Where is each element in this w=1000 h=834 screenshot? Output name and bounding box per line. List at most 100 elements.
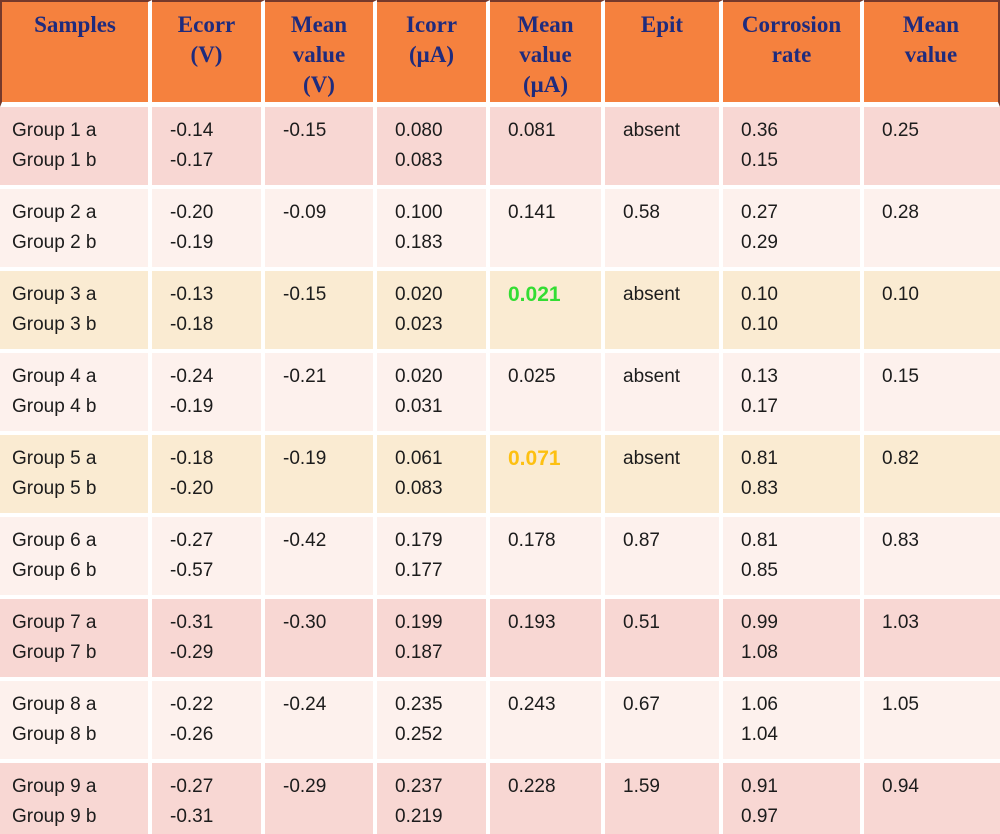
cell-line: 0.179 — [395, 530, 443, 551]
table-row: Group 6 a Group 6 b -0.27 -0.57 -0.42 0.179 0.… — [0, 517, 1000, 599]
cell-line: Group 7 b — [12, 642, 97, 663]
column-header: Mean value (μA) — [490, 0, 605, 107]
header-row: Samples Ecorr (V) Mean value (V) Icorr (μA) Mean… — [0, 0, 1000, 107]
value-cell: 0.071 — [490, 435, 605, 517]
value-cell: 0.81 0.83 — [723, 435, 864, 517]
cell-line: -0.15 — [283, 284, 327, 305]
column-header-line: Ecorr — [177, 12, 236, 37]
sample-cell: Group 8 a Group 8 b — [0, 681, 152, 763]
value-cell: -0.15 — [265, 107, 377, 189]
column-header-line: Mean — [902, 12, 960, 37]
column-header-line: Mean — [517, 12, 574, 37]
cell-line: Group 6 b — [12, 560, 97, 581]
value-cell: -0.13 -0.18 — [152, 271, 265, 353]
cell-line: -0.19 — [170, 396, 214, 417]
value-cell: 1.05 — [864, 681, 1000, 763]
cell-line: 0.83 — [882, 530, 919, 551]
cell-line: 0.28 — [882, 202, 919, 223]
cell-line: absent — [623, 284, 681, 305]
column-header-line: rate — [771, 42, 812, 67]
cell-line: 0.141 — [508, 202, 556, 223]
cell-line: 0.080 — [395, 120, 443, 141]
value-cell: 0.28 — [864, 189, 1000, 271]
cell-line: 0.67 — [623, 694, 660, 715]
cell-line: 0.025 — [508, 366, 556, 387]
value-cell: 0.179 0.177 — [377, 517, 490, 599]
cell-line: 0.219 — [395, 806, 443, 827]
value-cell: 0.25 — [864, 107, 1000, 189]
cell-line: 0.252 — [395, 724, 443, 745]
value-cell: -0.31 -0.29 — [152, 599, 265, 681]
column-header-line: (μA) — [409, 42, 454, 67]
cell-line: 0.183 — [395, 232, 443, 253]
column-header: Ecorr (V) — [152, 0, 265, 107]
cell-line: -0.24 — [170, 366, 214, 387]
sample-cell: Group 7 a Group 7 b — [0, 599, 152, 681]
cell-line: Group 2 b — [12, 232, 97, 253]
column-header-line: Icorr — [405, 12, 458, 37]
cell-line: Group 9 b — [12, 806, 97, 827]
cell-line: -0.42 — [283, 530, 327, 551]
sample-cell: Group 5 a Group 5 b — [0, 435, 152, 517]
cell-line: -0.29 — [283, 776, 327, 797]
value-cell: 0.081 — [490, 107, 605, 189]
cell-line: 0.021 — [508, 283, 561, 306]
value-cell: -0.24 — [265, 681, 377, 763]
cell-line: Group 4 b — [12, 396, 97, 417]
cell-line: 0.10 — [882, 284, 919, 305]
cell-line: 0.081 — [508, 120, 556, 141]
cell-line: Group 8 a — [12, 694, 97, 715]
cell-line: -0.20 — [170, 478, 214, 499]
cell-line: 1.05 — [882, 694, 919, 715]
cell-line: -0.30 — [283, 612, 327, 633]
value-cell: 0.99 1.08 — [723, 599, 864, 681]
cell-line: 0.031 — [395, 396, 443, 417]
value-cell: 0.27 0.29 — [723, 189, 864, 271]
value-cell: 1.03 — [864, 599, 1000, 681]
table-row: Group 7 a Group 7 b -0.31 -0.29 -0.30 0.199 0.… — [0, 599, 1000, 681]
cell-line: 0.99 — [741, 612, 778, 633]
value-cell: absent — [605, 435, 723, 517]
cell-line: absent — [623, 366, 681, 387]
value-cell: 1.59 — [605, 763, 723, 834]
value-cell: absent — [605, 353, 723, 435]
cell-line: 0.27 — [741, 202, 778, 223]
column-header: Epit — [605, 0, 723, 107]
cell-line: 0.81 — [741, 530, 778, 551]
value-cell: 0.100 0.183 — [377, 189, 490, 271]
cell-line: 0.071 — [508, 447, 561, 470]
column-header: Mean value — [864, 0, 1000, 107]
sample-cell: Group 9 a Group 9 b — [0, 763, 152, 834]
value-cell: -0.14 -0.17 — [152, 107, 265, 189]
value-cell: 0.199 0.187 — [377, 599, 490, 681]
cell-line: Group 5 b — [12, 478, 97, 499]
cell-line: 0.25 — [882, 120, 919, 141]
sample-cell: Group 3 a Group 3 b — [0, 271, 152, 353]
value-cell: 0.81 0.85 — [723, 517, 864, 599]
cell-line: Group 5 a — [12, 448, 97, 469]
table-row: Group 5 a Group 5 b -0.18 -0.20 -0.19 0.061 0.… — [0, 435, 1000, 517]
cell-line: Group 2 a — [12, 202, 97, 223]
cell-line: absent — [623, 120, 681, 141]
column-header-line: value — [292, 42, 346, 67]
cell-line: -0.27 — [170, 530, 214, 551]
cell-line: Group 6 a — [12, 530, 97, 551]
value-cell: -0.27 -0.31 — [152, 763, 265, 834]
sample-cell: Group 4 a Group 4 b — [0, 353, 152, 435]
value-cell: -0.27 -0.57 — [152, 517, 265, 599]
cell-line: Group 7 a — [12, 612, 97, 633]
table-header: Samples Ecorr (V) Mean value (V) Icorr (μA) Mean… — [0, 0, 1000, 107]
table-row: Group 8 a Group 8 b -0.22 -0.26 -0.24 0.235 0.… — [0, 681, 1000, 763]
cell-line: 0.237 — [395, 776, 443, 797]
cell-line: 1.08 — [741, 642, 778, 663]
cell-line: 0.177 — [395, 560, 443, 581]
value-cell: 0.235 0.252 — [377, 681, 490, 763]
value-cell: 0.91 0.97 — [723, 763, 864, 834]
cell-line: -0.14 — [170, 120, 214, 141]
cell-line: -0.21 — [283, 366, 327, 387]
cell-line: 0.061 — [395, 448, 443, 469]
cell-line: Group 4 a — [12, 366, 97, 387]
cell-line: -0.27 — [170, 776, 214, 797]
column-header: Mean value (V) — [265, 0, 377, 107]
